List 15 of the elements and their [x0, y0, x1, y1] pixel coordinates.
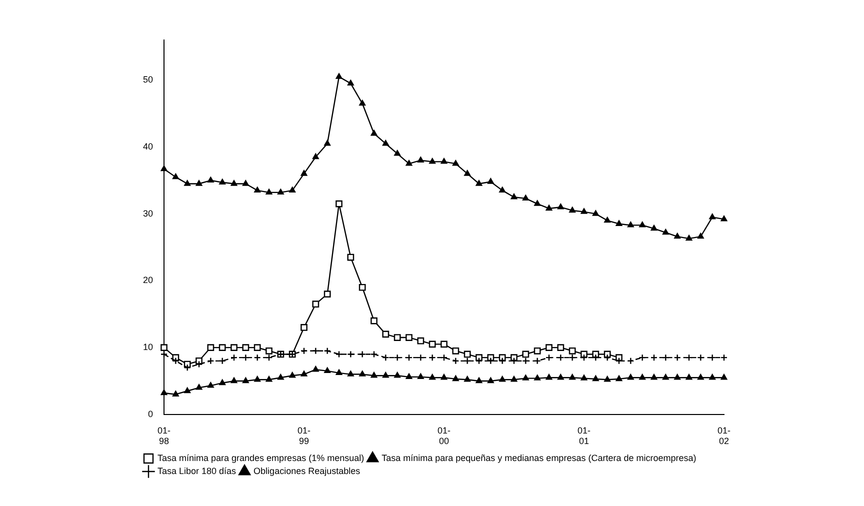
legend-label: Tasa Libor 180 días — [158, 466, 237, 476]
y-tick-label: 50 — [142, 74, 154, 85]
x-tick-label: 01-02 — [717, 425, 731, 446]
x-tick-label: 01-01 — [577, 425, 591, 446]
legend-label: Tasa mínima para grandes empresas (1% mensual) — [158, 452, 364, 463]
y-tick-label: 30 — [142, 208, 154, 218]
x-tick-label: 01-00 — [438, 425, 451, 446]
y-tick-label: 20 — [142, 275, 154, 286]
y-tick-label: 10 — [142, 342, 154, 352]
y-tick-label: 40 — [142, 141, 154, 152]
legend-label: Obligaciones Reajustables — [254, 466, 361, 476]
y-tick-label: 0 — [148, 408, 154, 419]
x-tick-label: 01-98 — [158, 425, 171, 446]
legend-label: Tasa mínima para pequeñas y medianas empresas (Cartera de microempresa) — [382, 452, 696, 463]
x-tick-label: 01-99 — [298, 425, 311, 446]
